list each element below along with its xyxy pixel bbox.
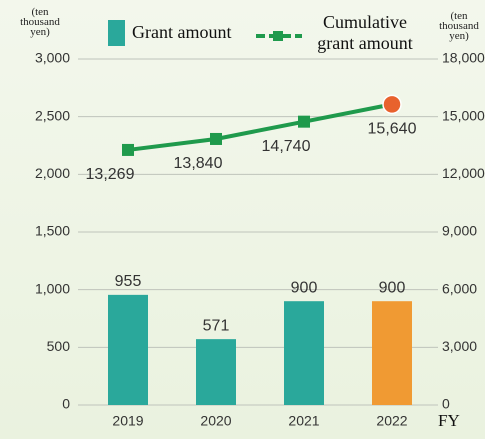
- line: [127, 102, 393, 152]
- x-axis-label: FY: [438, 411, 460, 430]
- line-marker: [122, 143, 134, 156]
- line-marker: [210, 132, 222, 145]
- x-tick-label: 2022: [376, 413, 407, 429]
- bar: [108, 294, 148, 405]
- legend-swatch: [108, 20, 125, 46]
- y-tick-label: 1,500: [35, 223, 70, 239]
- y-tick-label: 2,500: [35, 107, 70, 123]
- y-tick-label: 2,000: [35, 165, 70, 181]
- y2-tick-label: 9,000: [442, 223, 477, 239]
- y2-tick-label: 12,000: [442, 165, 485, 181]
- line-marker: [382, 94, 402, 115]
- y2-tick-label: 0: [442, 396, 450, 412]
- y-axis-label: (ten thousand yen): [20, 6, 60, 38]
- x-tick-label: 2020: [200, 413, 231, 429]
- bar: [196, 339, 236, 405]
- y-tick-label: 3,000: [35, 50, 70, 66]
- x-tick-label: 2019: [112, 413, 143, 429]
- line-label: 13,840: [174, 155, 223, 172]
- legend-marker: [273, 31, 283, 41]
- line-marker: [298, 115, 310, 128]
- bar-label: 955: [115, 273, 142, 290]
- y-tick-label: 1,000: [35, 280, 70, 296]
- y2-tick-label: 6,000: [442, 280, 477, 296]
- legend-label: Grant amount: [132, 22, 232, 42]
- y2-tick-label: 3,000: [442, 338, 477, 354]
- line-label: 14,740: [262, 138, 311, 155]
- line-label: 15,640: [368, 121, 417, 138]
- line-label: 13,269: [86, 166, 135, 183]
- bar-label: 900: [379, 279, 406, 296]
- x-tick-label: 2021: [288, 413, 319, 429]
- y-tick-label: 0: [62, 396, 70, 412]
- y2-tick-label: 18,000: [442, 50, 485, 66]
- legend-label: Cumulative grant amount: [317, 12, 413, 53]
- bar-label: 571: [203, 317, 230, 334]
- bar-label: 900: [291, 279, 318, 296]
- y2-tick-label: 15,000: [442, 107, 485, 123]
- bar: [284, 301, 324, 405]
- bar: [372, 301, 412, 405]
- y-tick-label: 500: [47, 338, 71, 354]
- y2-axis-label: (ten thousand yen): [439, 10, 479, 42]
